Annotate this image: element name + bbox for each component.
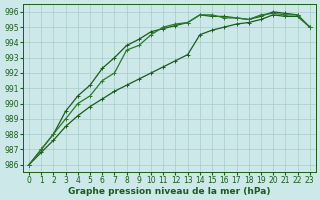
X-axis label: Graphe pression niveau de la mer (hPa): Graphe pression niveau de la mer (hPa) bbox=[68, 187, 271, 196]
